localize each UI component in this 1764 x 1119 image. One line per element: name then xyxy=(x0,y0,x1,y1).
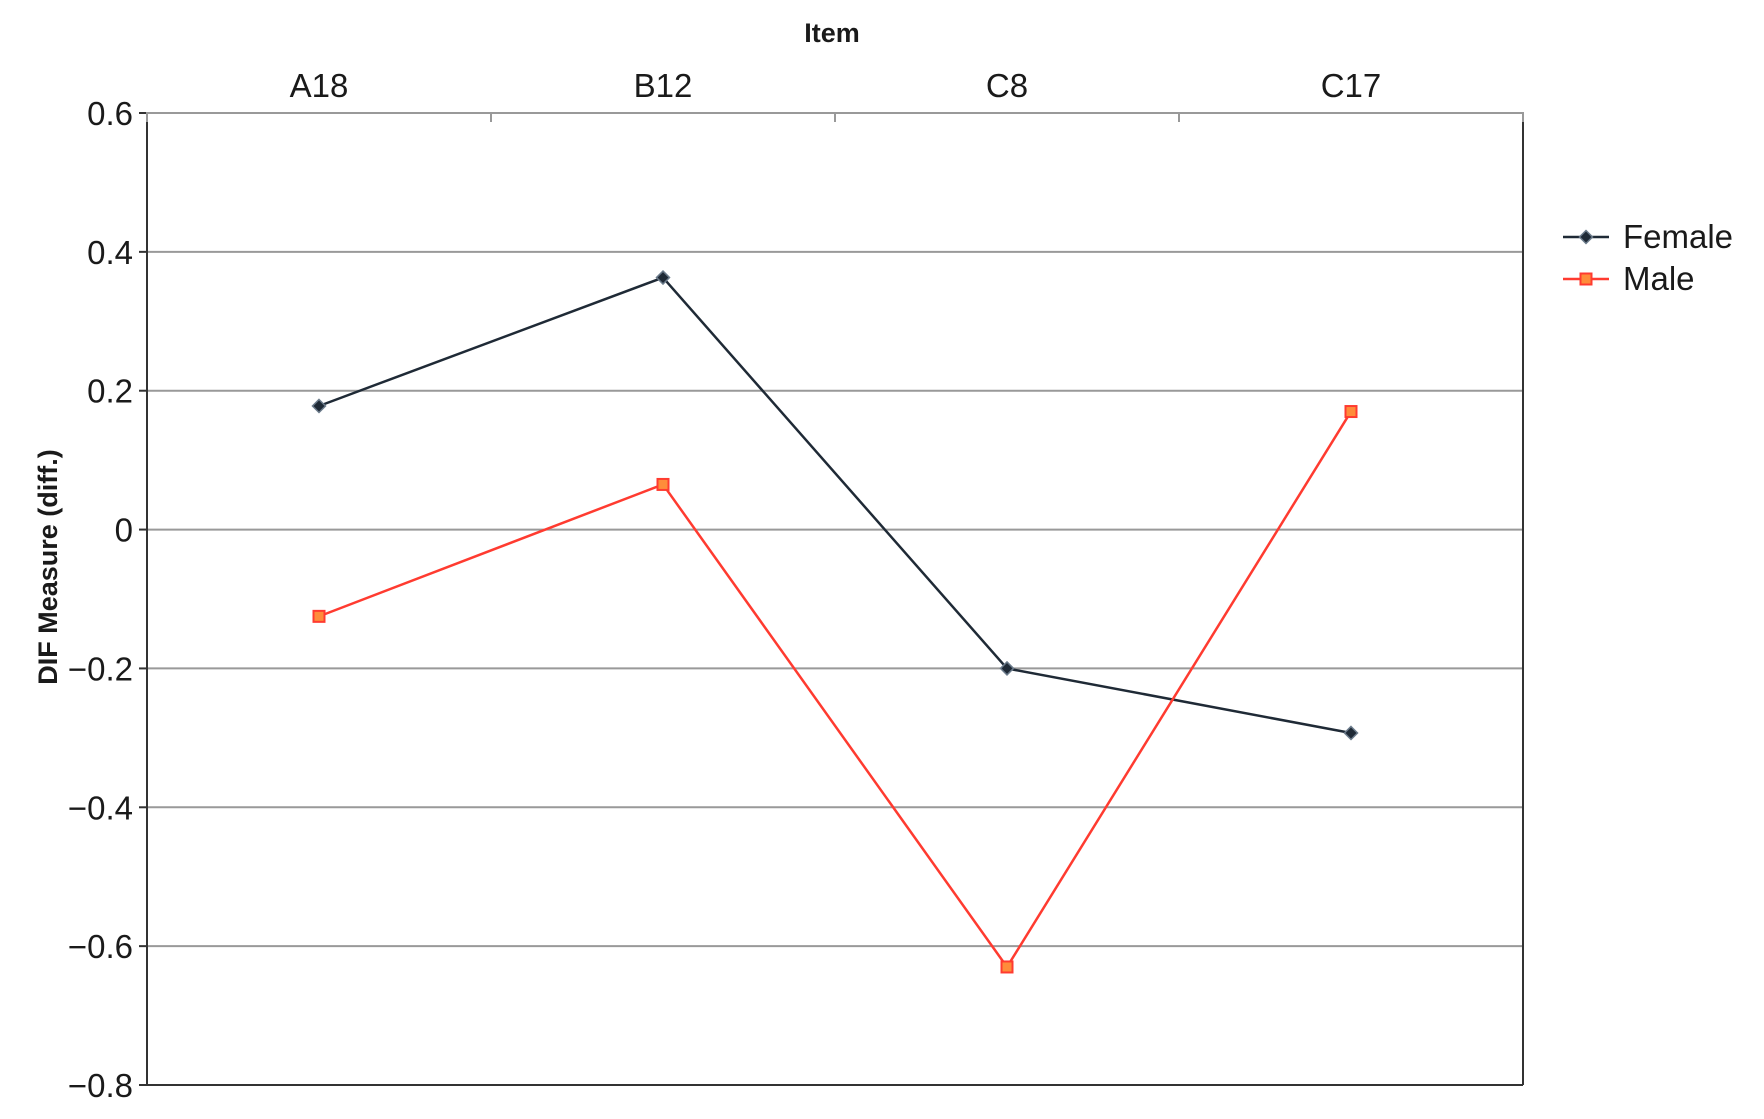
legend-swatch-marker xyxy=(1578,229,1594,245)
series-line-male xyxy=(318,410,1353,969)
data-point-male xyxy=(1344,405,1358,419)
y-tick-label: −0.6 xyxy=(68,928,133,965)
x-tick-label: C17 xyxy=(1321,67,1382,104)
data-point-male xyxy=(1000,960,1014,974)
x-tick-label: C8 xyxy=(986,67,1028,104)
x-tick-label: B12 xyxy=(634,67,693,104)
series-male xyxy=(312,405,1358,974)
plot-frame xyxy=(146,112,1524,1086)
x-axis-title: Item xyxy=(804,18,860,48)
legend-item-male: Male xyxy=(1563,260,1695,297)
legend-label: Male xyxy=(1623,260,1695,297)
y-tick-label: −0.8 xyxy=(68,1067,133,1104)
legend-label: Female xyxy=(1623,218,1733,255)
data-point-male xyxy=(656,477,670,491)
gridlines xyxy=(147,250,1523,948)
legend-item-female: Female xyxy=(1563,218,1733,255)
data-point-female xyxy=(655,269,671,286)
data-point-male xyxy=(312,609,326,623)
legend-swatch-marker xyxy=(1579,272,1593,286)
series-female xyxy=(311,269,1359,741)
y-tick-label: −0.4 xyxy=(68,789,133,826)
y-tick-label: 0 xyxy=(115,512,133,549)
y-tick-label: 0.4 xyxy=(87,234,133,271)
y-tick-label: 0.6 xyxy=(87,95,133,132)
y-axis-ticks: 0.6 0.4 0.2 0 −0.2 −0.4 −0.6 −0.8 xyxy=(68,95,147,1104)
y-tick-label: 0.2 xyxy=(87,373,133,410)
series xyxy=(311,269,1359,974)
legend: Female Male xyxy=(1563,218,1733,297)
data-point-female xyxy=(1343,725,1359,741)
data-point-female xyxy=(999,660,1015,676)
y-tick-label: −0.2 xyxy=(68,650,133,687)
x-axis-ticks: A18 B12 C8 C17 xyxy=(146,67,1524,122)
x-tick-label: A18 xyxy=(290,67,349,104)
series-line-female xyxy=(318,276,1352,735)
data-point-female xyxy=(311,398,327,414)
y-axis-title: DIF Measure (diff.) xyxy=(33,449,63,685)
